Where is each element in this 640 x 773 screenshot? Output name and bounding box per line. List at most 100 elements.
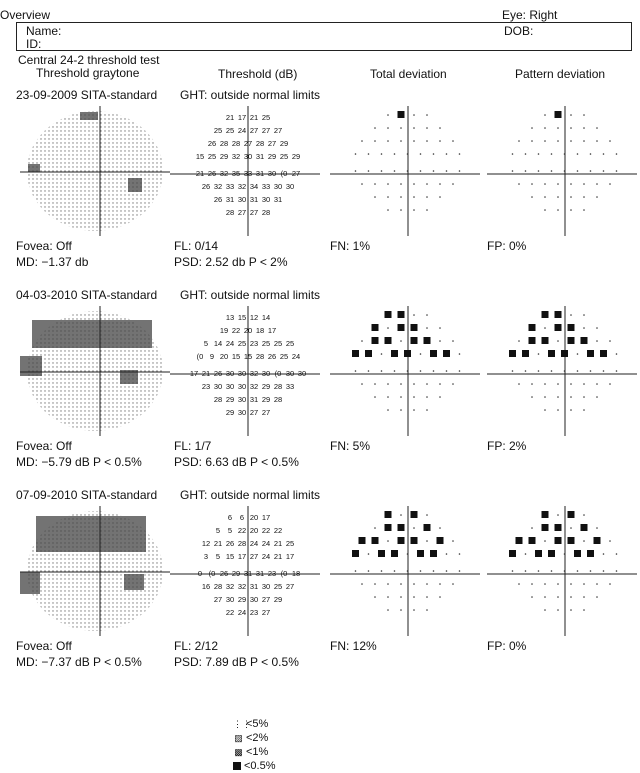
threshold-value: 30 [238,408,246,417]
deviation-symbol [518,583,520,585]
deviation-symbol [458,353,461,355]
fp-value: FP: 2% [487,439,527,453]
threshold-value: 27 [250,408,258,417]
deviation-symbol [410,511,418,518]
deviation-symbol [354,370,357,372]
deviation-symbol [583,114,585,116]
deviation-symbol [609,540,611,542]
threshold-value: 26 [226,539,234,548]
threshold-value: 30 [238,382,246,391]
deviation-symbol [387,140,389,142]
threshold-value: 30 [226,595,234,604]
solid-square-icon [233,762,241,770]
deviation-symbol [374,183,376,185]
threshold-value: 30 [226,382,234,391]
threshold-value: 23 [268,569,276,578]
threshold-value: 12 [250,313,258,322]
deviation-symbol [615,553,618,555]
deviation-symbol [596,596,598,598]
deviation-symbol [557,383,559,385]
deviation-symbol [426,514,428,516]
deviation-symbol [541,337,549,344]
deviation-symbol [397,311,405,318]
threshold-value: 28 [256,352,264,361]
deviation-symbol [563,153,566,155]
deviation-symbol [393,153,396,155]
deviation-symbol [557,140,559,142]
deviation-symbol [544,583,546,585]
deviation-symbol [544,127,546,129]
dob-label: DOB: [504,24,534,38]
threshold-value: 26 [208,139,216,148]
deviation-symbol [426,127,428,129]
deviation-symbol [570,583,572,585]
deviation-symbol [576,570,579,572]
deviation-symbol [378,550,385,557]
deviation-symbol [387,196,389,198]
deviation-symbol [509,350,516,357]
deviation-symbol [426,583,428,585]
deviation-symbol [570,183,572,185]
deviation-symbol [406,170,409,172]
threshold-value: 21 [274,552,282,561]
threshold-value: 15 [232,352,240,361]
pattern-deviation-plot [487,106,637,236]
test-date-strategy: 23-09-2009 SITA-standard [16,88,158,102]
deviation-symbol [528,324,536,331]
deviation-symbol [583,583,585,585]
threshold-value: 29 [226,408,234,417]
deviation-symbol [439,383,441,385]
deviation-symbol [352,350,359,357]
deviation-symbol [384,311,392,318]
threshold-value: 9 [210,352,214,361]
deviation-symbol [583,183,585,185]
threshold-value: 31 [256,569,264,578]
deviation-symbol [387,183,389,185]
deviation-symbol [384,511,392,518]
deviation-symbol [426,140,428,142]
threshold-value: 15 [244,352,252,361]
deviation-symbol [602,570,605,572]
test-panel: 23-09-2009 SITA-standard GHT: outside nor… [0,88,640,282]
deviation-symbol [439,183,441,185]
deviation-symbol [593,537,601,544]
graytone-plot [20,306,170,436]
deviation-symbol [531,127,533,129]
threshold-value: 27 [262,595,270,604]
deviation-symbol [531,383,533,385]
threshold-value: 30 [298,369,306,378]
deviation-symbol [554,311,562,318]
fovea-status: Fovea: Off [16,239,72,253]
threshold-value: 27 [262,608,270,617]
deviation-symbol [576,370,579,372]
threshold-value: 21 [202,369,210,378]
deviation-symbol [387,327,389,329]
deviation-symbol [361,583,363,585]
deviation-symbol [570,396,572,398]
deviation-symbol [361,340,363,342]
threshold-value: 15 [226,552,234,561]
threshold-value: 22 [238,526,246,535]
threshold-value: 17 [262,513,270,522]
threshold-value: 26 [220,569,228,578]
deviation-symbol [413,409,415,411]
legend-item-05pct: <0.5% [233,760,276,772]
threshold-value: 27 [250,552,258,561]
deviation-symbol [413,196,415,198]
deviation-symbol [537,353,540,355]
deviation-symbol [570,383,572,385]
deviation-symbol [404,350,411,357]
deviation-symbol [367,153,370,155]
deviation-symbol [570,140,572,142]
threshold-value: 33 [226,182,234,191]
deviation-symbol [458,370,461,372]
fn-value: FN: 1% [330,239,371,253]
threshold-value: 6 [240,513,244,522]
deviation-symbol [557,183,559,185]
deviation-symbol [397,537,405,544]
deviation-symbol [554,524,562,531]
deviation-symbol [602,553,605,555]
deviation-symbol [524,170,527,172]
threshold-value: 29 [226,395,234,404]
